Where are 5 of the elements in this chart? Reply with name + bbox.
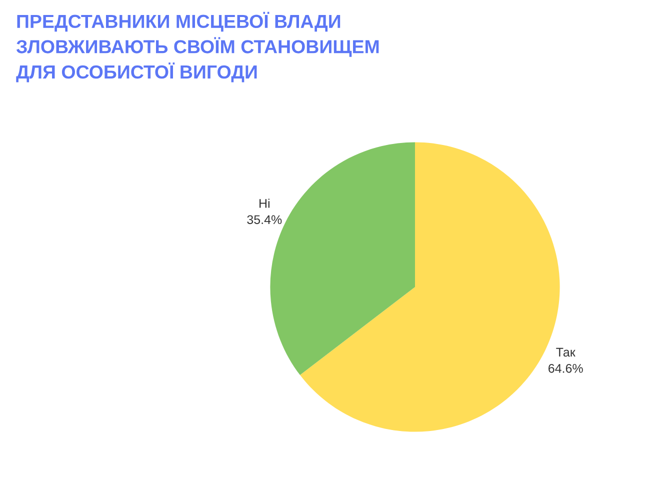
- chart-title: ПРЕДСТАВНИКИ МІСЦЕВОЇ ВЛАДИ ЗЛОВЖИВАЮТЬ СВОЇМ СТАНОВИЩЕМ ДЛЯ ОСОБИСТОЇ ВИГОДИ: [16, 12, 379, 82]
- data-label: 64.6%: [548, 364, 583, 373]
- data-label: 35.4%: [247, 215, 282, 224]
- slice-label: Ні: [260, 198, 270, 208]
- slice-label: Так: [556, 348, 576, 357]
